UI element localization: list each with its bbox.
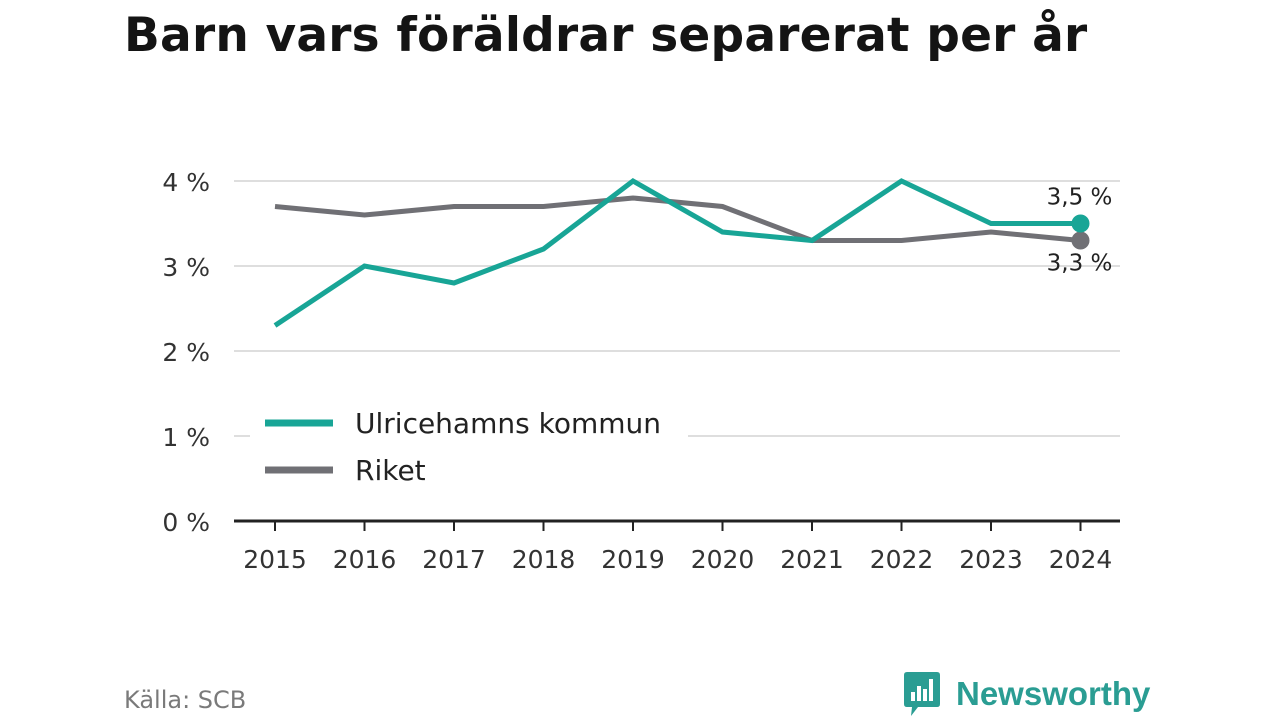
y-tick-label: 2 % [162, 338, 210, 367]
series-end-marker [1071, 231, 1090, 250]
x-tick-label: 2015 [243, 545, 307, 574]
legend-background [250, 400, 688, 496]
y-axis-ticks: 0 % 1 % 2 % 3 % 4 % [162, 168, 210, 537]
series-end-marker [1071, 214, 1090, 233]
newsworthy-logo-icon [904, 672, 940, 716]
x-tick-label: 2017 [422, 545, 486, 574]
series-lines [273, 178, 1090, 328]
series-line [273, 178, 1081, 328]
legend: Ulricehamns kommun Riket [250, 400, 688, 496]
x-tick-label: 2019 [601, 545, 665, 574]
legend-label: Ulricehamns kommun [355, 407, 661, 440]
y-tick-label: 3 % [162, 253, 210, 282]
x-tick-label: 2018 [512, 545, 576, 574]
source-note: Källa: SCB [124, 686, 247, 714]
x-tick-label: 2022 [870, 545, 934, 574]
end-label-ulricehamn: 3,5 % [1047, 185, 1113, 211]
x-tick-label: 2016 [333, 545, 397, 574]
y-tick-label: 1 % [162, 423, 210, 452]
x-tick-label: 2023 [959, 545, 1023, 574]
y-tick-label: 0 % [162, 508, 210, 537]
end-labels: 3,5 % 3,3 % [1047, 185, 1113, 277]
brand-logo: Newsworthy [902, 670, 1150, 718]
y-tick-label: 4 % [162, 168, 210, 197]
chart-title: Barn vars föräldrar separerat per år [124, 8, 1088, 63]
brand-name: Newsworthy [956, 675, 1151, 712]
x-tick-label: 2021 [780, 545, 844, 574]
x-tick-label: 2024 [1049, 545, 1113, 574]
legend-label: Riket [355, 454, 426, 487]
end-label-riket: 3,3 % [1047, 251, 1113, 277]
x-tick-label: 2020 [691, 545, 755, 574]
x-axis: 2015 2016 2017 2018 2019 2020 2021 2022 2023 2024 [234, 519, 1120, 574]
series-line [274, 195, 1081, 243]
